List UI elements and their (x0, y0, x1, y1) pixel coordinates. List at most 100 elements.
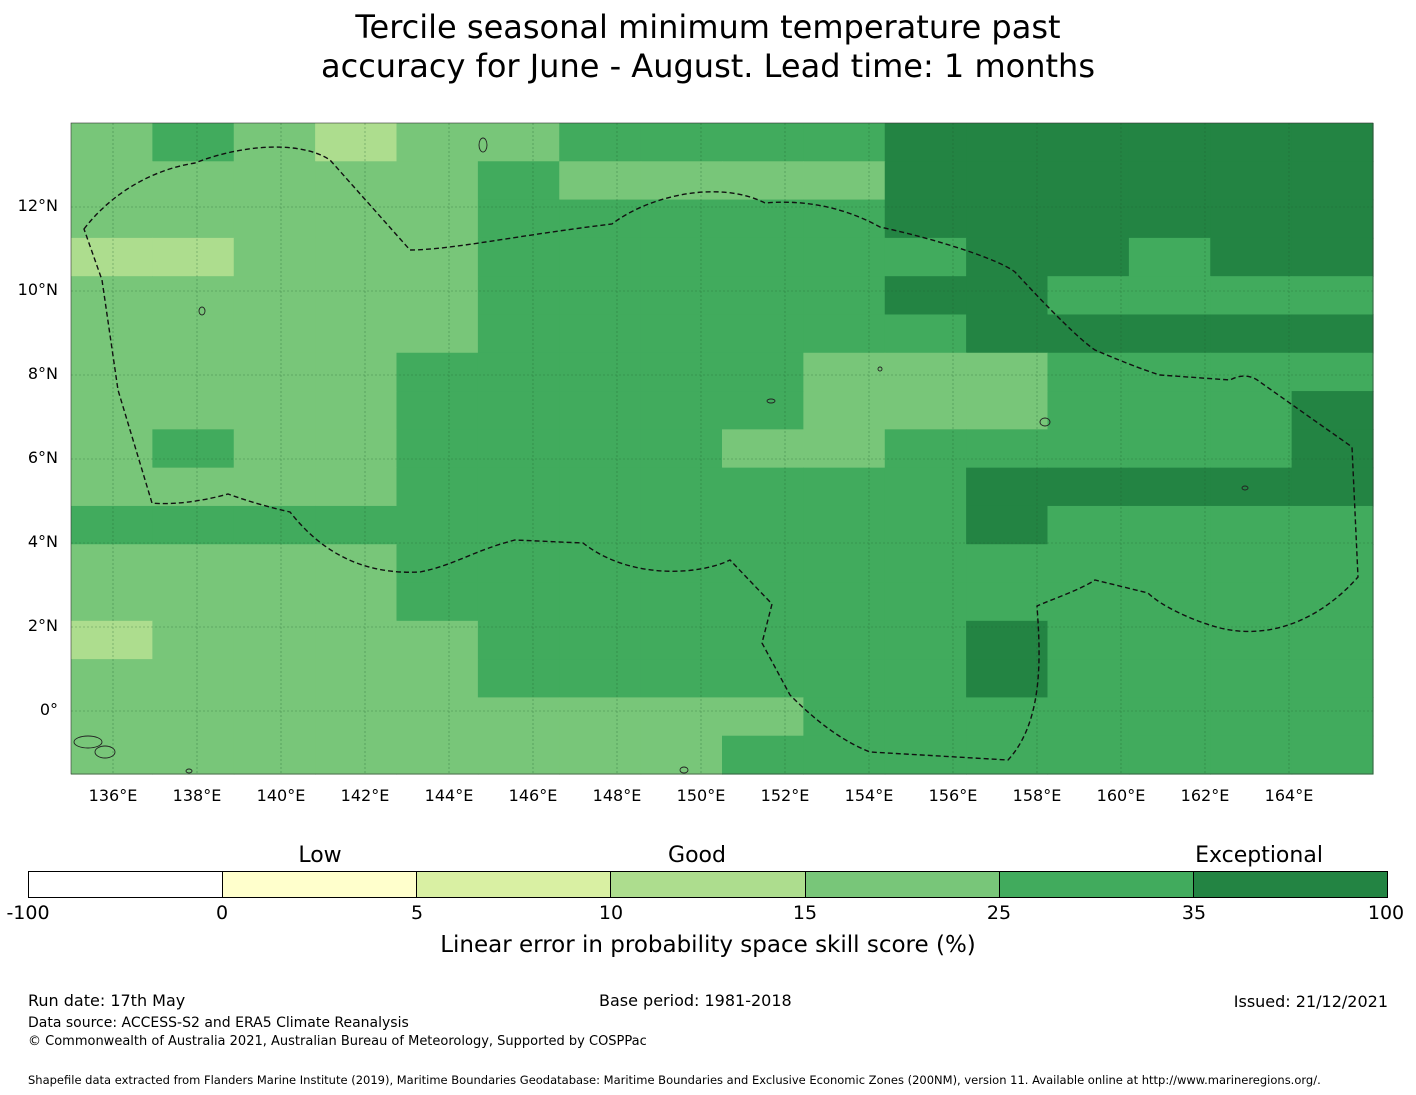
lon-label-144e: 144°E (424, 786, 474, 805)
map-cell (884, 697, 967, 737)
map-cell (722, 314, 804, 354)
map-cell (396, 505, 479, 545)
map-cell (640, 314, 723, 354)
map-cell (1128, 161, 1211, 201)
map-cell (966, 582, 1049, 622)
map-cell (1291, 620, 1374, 660)
map-cell (1291, 161, 1374, 201)
map-cell (315, 544, 398, 584)
map-cell (152, 544, 235, 584)
map-cell (966, 544, 1049, 584)
map-cell (1291, 352, 1374, 392)
map-cell (884, 544, 967, 584)
island-outline (679, 766, 689, 774)
map-cell (884, 352, 967, 392)
map-cell (477, 276, 560, 316)
map-cell (803, 467, 886, 507)
map-cell (233, 161, 316, 201)
map-cell (966, 697, 1049, 737)
data-source: Data source: ACCESS-S2 and ERA5 Climate … (28, 1015, 409, 1031)
map-cell (396, 659, 479, 699)
map-cell (233, 582, 316, 622)
map-cell (1210, 620, 1293, 660)
map-cell (803, 276, 886, 316)
map-cell (884, 620, 967, 660)
map-cell (640, 161, 723, 201)
map-cell (640, 391, 723, 430)
map-cell (152, 659, 235, 699)
map-cell (152, 352, 235, 392)
lon-label-162e: 162°E (1180, 786, 1230, 805)
map-cell (315, 199, 398, 239)
map-cell (396, 314, 479, 354)
map-cell (1210, 352, 1293, 392)
map-cell (315, 467, 398, 507)
map-cell (559, 161, 642, 201)
map-cell (803, 199, 886, 239)
map-cell (152, 505, 235, 545)
lon-label-164e: 164°E (1264, 786, 1314, 805)
map-cell (152, 582, 235, 622)
map-cell (559, 429, 642, 469)
map-cell (1047, 123, 1130, 162)
map-cell (1047, 199, 1130, 239)
colorbar-tick: 100 (1367, 902, 1405, 924)
map-cell (722, 582, 804, 622)
map-cell (1210, 314, 1293, 354)
map-cell (1291, 276, 1374, 316)
map-frame (70, 122, 1374, 775)
map-cell (1128, 735, 1211, 775)
map-cell (803, 391, 886, 430)
map-cell (477, 161, 560, 201)
map-cell (884, 314, 967, 354)
lat-label-10n: 10°N (17, 280, 58, 299)
map-cell (559, 735, 642, 775)
map-cell (1291, 429, 1374, 469)
map-cell (1291, 467, 1374, 507)
map-cell (1047, 620, 1130, 660)
map-cell (884, 429, 967, 469)
map-cell (722, 352, 804, 392)
map-cell (71, 582, 153, 622)
map-cell (315, 237, 398, 277)
map-cell (71, 467, 153, 507)
map-cell (966, 467, 1049, 507)
colorbar-tick: 10 (598, 902, 624, 924)
lon-label-158e: 158°E (1012, 786, 1062, 805)
map-cell (1047, 659, 1130, 699)
map-cell (640, 429, 723, 469)
map-cell (71, 352, 153, 392)
colorbar-segment (805, 872, 1000, 897)
map-cell (803, 505, 886, 545)
map-cell (966, 352, 1049, 392)
map-cell (559, 467, 642, 507)
map-cell (315, 620, 398, 660)
colorbar-segment (29, 872, 224, 897)
map-cell (477, 697, 560, 737)
base-period: Base period: 1981-2018 (599, 991, 792, 1010)
map-cell (1291, 199, 1374, 239)
map-cell (722, 199, 804, 239)
map-cell (477, 620, 560, 660)
map-cell (1047, 544, 1130, 584)
map-cell (803, 620, 886, 660)
map-cell (966, 391, 1049, 430)
map-cell (1047, 429, 1130, 469)
map-cell (559, 237, 642, 277)
map-cell (722, 276, 804, 316)
map-cell (233, 314, 316, 354)
map-cell (1291, 659, 1374, 699)
map-cell (1291, 505, 1374, 545)
map-cell (233, 237, 316, 277)
lon-label-146e: 146°E (508, 786, 558, 805)
chart-title-line2: accuracy for June - August. Lead time: 1… (321, 47, 1095, 85)
map-cell (315, 735, 398, 775)
map-cell (966, 199, 1049, 239)
map-cell (1210, 544, 1293, 584)
skill-score-map (70, 122, 1374, 775)
map-cell (640, 199, 723, 239)
map-cell (884, 735, 967, 775)
map-cell (1047, 314, 1130, 354)
map-cell (71, 237, 153, 277)
map-cell (966, 237, 1049, 277)
